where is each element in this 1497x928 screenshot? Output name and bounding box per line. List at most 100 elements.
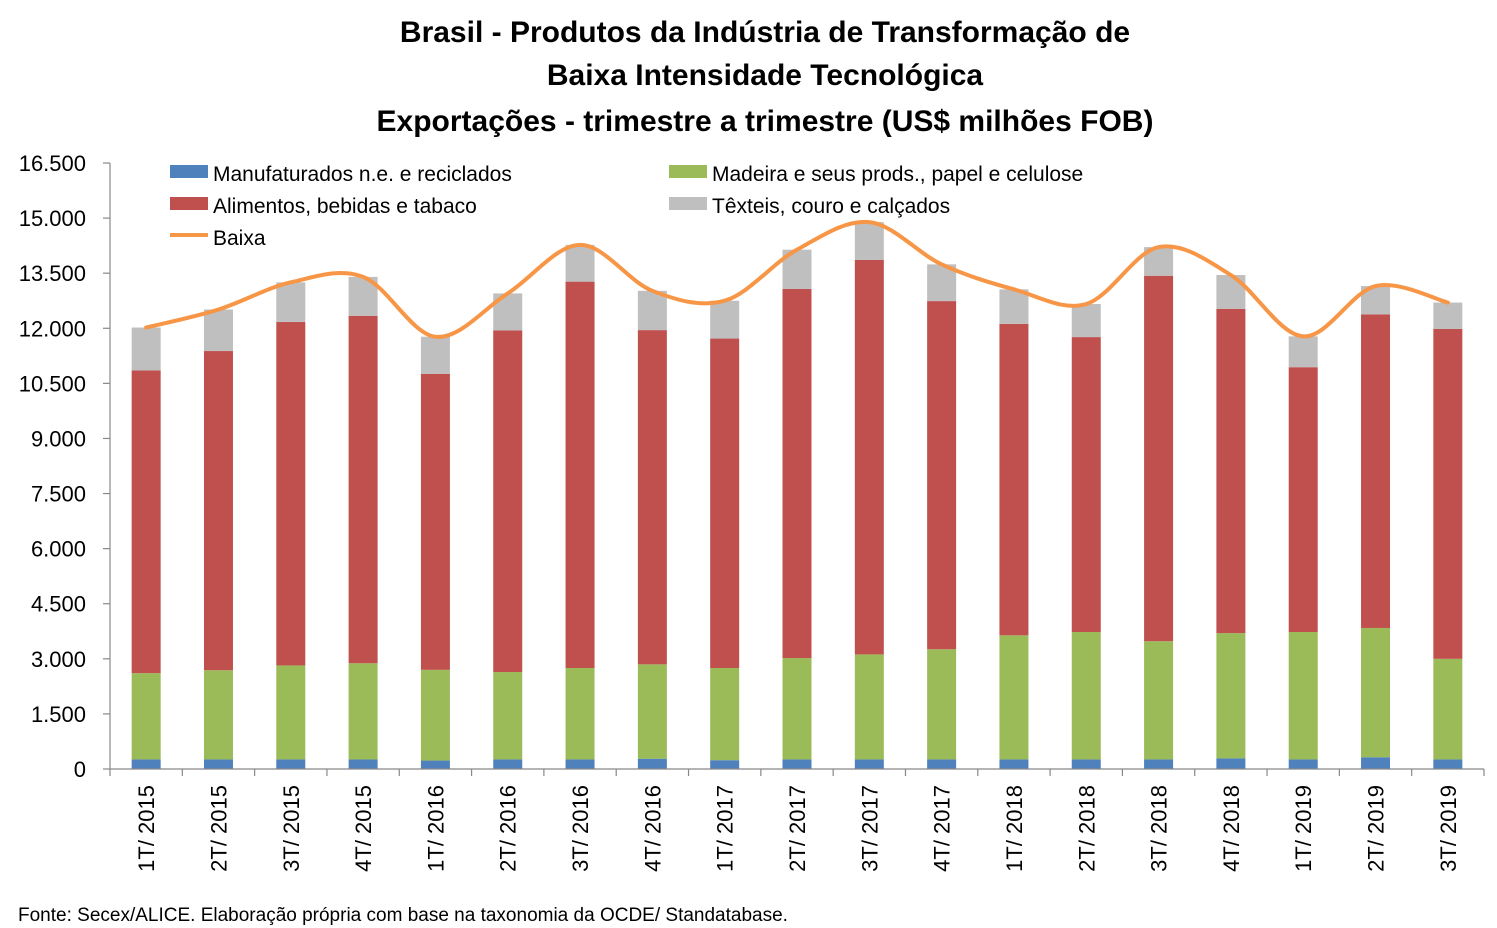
bar-segment-series-1 [348, 663, 378, 760]
title-line-2: Baixa Intensidade Tecnológica [547, 59, 984, 92]
bar-segment-series-1 [1433, 658, 1463, 760]
legend-label-2: Alimentos, bebidas e tabaco [213, 195, 477, 218]
legend-label-1: Madeira e seus prods., papel e celulose [712, 163, 1083, 186]
x-tick-label: 2T/ 2017 [785, 785, 810, 872]
bar-segment-series-2 [999, 323, 1029, 636]
bar-segment-series-1 [1361, 627, 1391, 758]
bar-segment-series-0 [854, 759, 884, 769]
bar-segment-series-3 [854, 222, 884, 260]
x-tick-label: 2T/ 2016 [496, 785, 521, 872]
bar-segment-series-1 [927, 649, 957, 760]
x-tick-label: 2T/ 2019 [1364, 785, 1389, 872]
bar-segment-series-3 [1433, 302, 1463, 329]
legend-swatch-0 [170, 165, 208, 178]
y-tick-label: 16.500 [19, 151, 86, 176]
source-note: Fonte: Secex/ALICE. Elaboração própria c… [18, 905, 788, 926]
legend-label-4: Baixa [213, 227, 266, 250]
bar-segment-series-0 [1071, 759, 1101, 769]
bar-segment-series-1 [999, 635, 1029, 760]
bar-segment-series-0 [710, 760, 740, 769]
line-layer [144, 219, 1450, 339]
bar-segment-series-3 [420, 336, 450, 374]
bar-segment-series-1 [1144, 641, 1174, 760]
bar-segment-series-3 [1216, 275, 1246, 309]
bar-segment-series-2 [782, 288, 812, 659]
y-axis: 0 1.500 3.000 4.500 6.000 7.500 9.000 10.500 12.… [19, 151, 111, 782]
bar-segment-series-2 [1071, 337, 1101, 633]
bar-segment-series-0 [1288, 759, 1318, 769]
bar-segment-series-2 [131, 370, 161, 674]
title-line-3: Exportações - trimestre a trimestre (US$… [377, 105, 1154, 138]
y-tick-label: 3.000 [31, 647, 86, 672]
bar-segment-series-0 [348, 759, 378, 769]
bar-segment-series-2 [493, 330, 523, 673]
bar-segment-series-2 [854, 259, 884, 655]
bar-segment-series-0 [131, 759, 161, 769]
x-tick-label: 4T/ 2016 [640, 785, 665, 872]
bar-segment-series-2 [348, 315, 378, 664]
x-tick-label: 1T/ 2016 [423, 785, 448, 872]
x-tick-label: 1T/ 2015 [134, 785, 159, 872]
x-axis: 1T/ 2015 2T/ 2015 3T/ 2015 4T/ 2015 1T/ 2016… [109, 768, 1485, 872]
bar-segment-series-0 [565, 759, 595, 769]
bar-segment-series-3 [1288, 336, 1318, 368]
bar-segment-series-3 [710, 300, 740, 339]
y-tick-label: 0 [74, 757, 86, 782]
x-tick-label: 3T/ 2017 [857, 785, 882, 872]
x-tick-label: 3T/ 2019 [1436, 785, 1461, 872]
bar-segment-series-2 [1361, 314, 1391, 628]
bar-segment-series-3 [999, 289, 1029, 324]
bar-segment-series-1 [1216, 633, 1246, 759]
x-tick-label: 3T/ 2018 [1147, 785, 1172, 872]
legend-swatch-3 [669, 197, 707, 210]
y-tick-label: 13.500 [19, 261, 86, 286]
bar-segment-series-0 [1144, 759, 1174, 769]
baixa-line [144, 219, 1450, 339]
bar-segment-series-0 [276, 759, 306, 769]
bar-segment-series-1 [1288, 632, 1318, 760]
bar-segment-series-3 [565, 244, 595, 282]
bar-segment-series-3 [203, 309, 233, 352]
x-tick-label: 2T/ 2018 [1074, 785, 1099, 872]
bar-segment-series-2 [203, 351, 233, 671]
bar-segment-series-2 [1288, 367, 1318, 632]
bar-segment-series-2 [637, 330, 667, 665]
bar-segment-series-3 [1071, 304, 1101, 338]
bar-segment-series-0 [1216, 758, 1246, 769]
bar-segment-series-0 [637, 758, 667, 769]
bar-segment-series-0 [999, 759, 1029, 769]
bar-segment-series-3 [131, 327, 161, 371]
bar-segment-series-1 [131, 673, 161, 760]
y-tick-label: 9.000 [31, 426, 86, 451]
bar-segment-series-1 [637, 664, 667, 759]
y-tick-label: 10.500 [19, 371, 86, 396]
bar-segment-series-3 [276, 282, 306, 323]
x-tick-label: 1T/ 2017 [713, 785, 738, 872]
bar-segment-series-2 [710, 338, 740, 668]
x-tick-label: 3T/ 2016 [568, 785, 593, 872]
bar-segment-series-0 [927, 759, 957, 769]
legend-label-0: Manufaturados n.e. e reciclados [213, 163, 512, 186]
bar-segment-series-1 [493, 672, 523, 760]
y-tick-label: 4.500 [31, 592, 86, 617]
y-tick-label: 15.000 [19, 206, 86, 231]
x-tick-label: 1T/ 2018 [1002, 785, 1027, 872]
legend-label-3: Têxteis, couro e calçados [712, 195, 950, 218]
bar-segment-series-0 [782, 759, 812, 769]
bars [131, 222, 1463, 769]
bar-segment-series-2 [565, 281, 595, 668]
bar-segment-series-1 [203, 670, 233, 760]
bar-segment-series-1 [420, 669, 450, 761]
legend: Manufaturados n.e. e reciclados Madeira e… [170, 163, 1083, 250]
bar-segment-series-1 [565, 668, 595, 760]
legend-swatch-1 [669, 165, 707, 178]
bar-segment-series-2 [276, 322, 306, 666]
y-tick-label: 12.000 [19, 316, 86, 341]
bar-segment-series-1 [1071, 632, 1101, 760]
chart-title: Brasil - Produtos da Indústria de Transf… [377, 16, 1154, 138]
x-tick-label: 2T/ 2015 [206, 785, 231, 872]
bar-segment-series-0 [1361, 757, 1391, 769]
x-tick-label: 3T/ 2015 [279, 785, 304, 872]
bar-segment-series-0 [420, 760, 450, 769]
